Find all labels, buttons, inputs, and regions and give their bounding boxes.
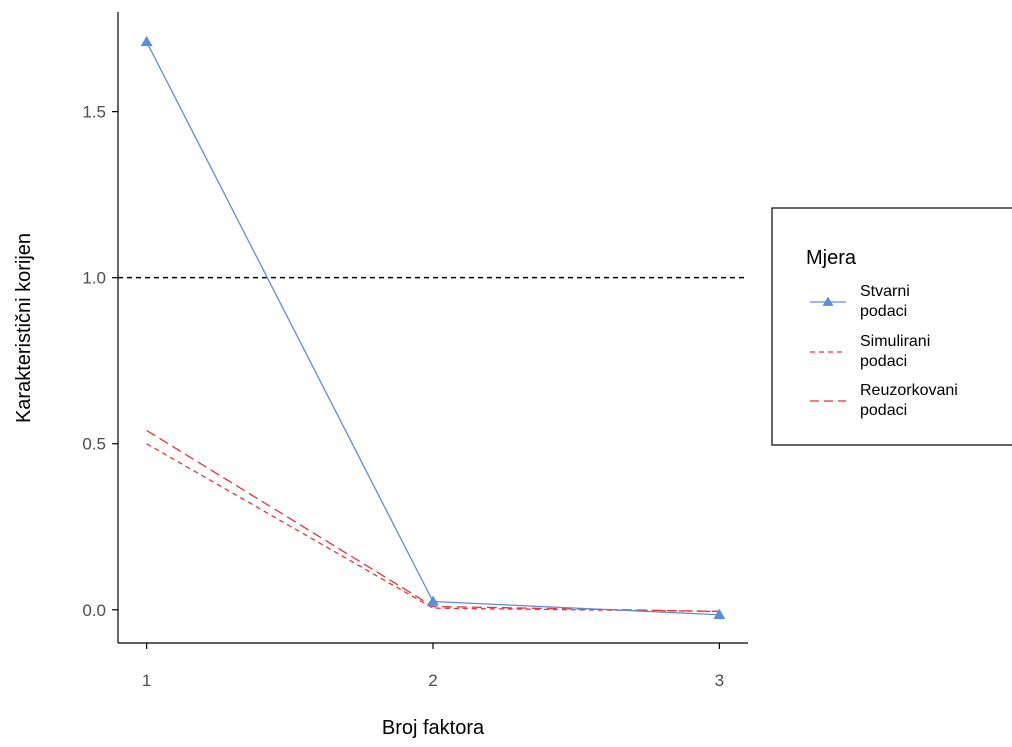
x-ticks: 1 2 3 [142,643,724,690]
legend: Mjera Stvarni podaci Simulirani podaci Reuzo… [771,207,1012,446]
legend-label: Simulirani [860,333,930,350]
x-tick-label: 3 [715,671,724,690]
x-axis-title: Broj faktora [382,717,485,739]
y-tick-label: 1.0 [82,269,106,288]
series-point [427,595,439,606]
series-layer [140,35,726,619]
legend-label: podaci [860,402,907,419]
legend-marker [822,296,834,306]
series-line-1 [146,443,720,613]
series-point [713,608,726,619]
legend-label: podaci [860,353,907,370]
x-tick-label: 2 [428,671,437,690]
legend-label: Stvarni [860,283,910,300]
legend-items: Stvarni podaci Simulirani podaci Reuzorkovan… [810,283,958,419]
legend-title: Mjera [806,247,857,269]
series-point [140,35,153,47]
legend-box [771,207,1012,446]
y-tick-label: 1.5 [82,103,106,122]
y-tick-label: 0.0 [82,601,106,620]
y-axis-title: Karakteristični korijen [13,233,35,423]
y-tick-label: 0.5 [82,435,106,454]
y-ticks: 0.0 0.5 1.0 1.5 [82,103,118,620]
x-tick-label: 1 [142,671,151,690]
legend-label: podaci [860,303,907,320]
series-line-0 [146,41,720,616]
series-line-2 [146,429,720,613]
legend-label: Reuzorkovani [860,382,958,399]
